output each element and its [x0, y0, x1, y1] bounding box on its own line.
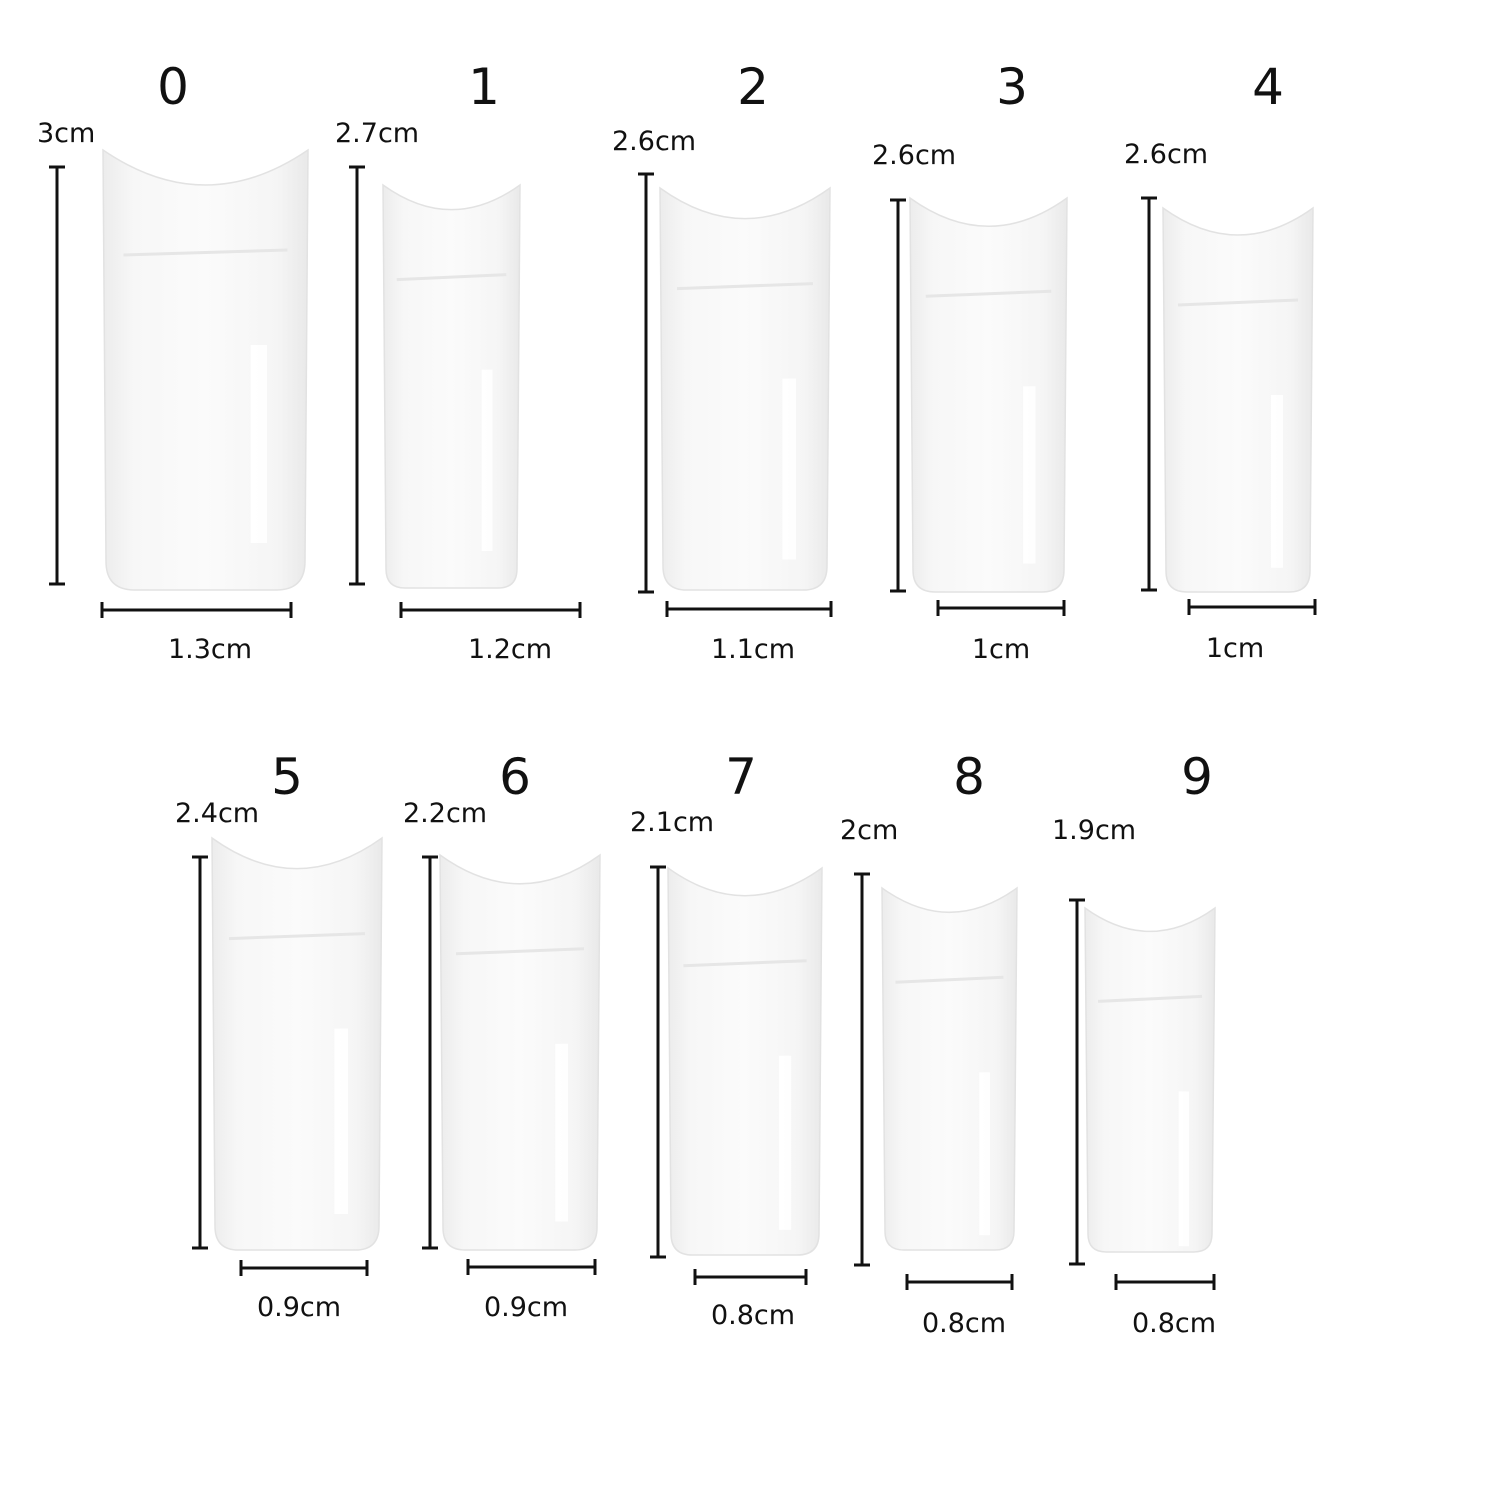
size-number: 4 — [1252, 58, 1284, 116]
size-number: 5 — [271, 748, 303, 806]
nail-highlight — [1023, 386, 1036, 564]
length-label: 2.2cm — [403, 798, 488, 829]
nail-stress-line — [455, 947, 585, 956]
nail-highlight — [555, 1043, 568, 1222]
size-number: 6 — [499, 748, 531, 806]
nail-stress-line — [123, 248, 288, 257]
nail-highlight — [782, 378, 796, 560]
nail-highlight — [1178, 1091, 1189, 1247]
nail-tip-0 — [102, 148, 309, 591]
length-label: 2.6cm — [872, 140, 957, 171]
width-label: 1cm — [1205, 633, 1265, 664]
nail-stress-line — [1097, 994, 1203, 1003]
nail-highlight — [481, 369, 493, 552]
size-number: 0 — [157, 58, 189, 116]
size-number: 7 — [725, 748, 757, 806]
width-label: 1.2cm — [467, 634, 553, 665]
nail-stress-line — [895, 975, 1004, 984]
length-label: 1.9cm — [1052, 815, 1137, 846]
nail-tip-1 — [382, 183, 521, 589]
width-label: 0.9cm — [483, 1292, 569, 1323]
size-number: 9 — [1181, 748, 1213, 806]
length-label: 2.6cm — [612, 126, 697, 157]
width-label: 0.8cm — [921, 1308, 1007, 1339]
nail-tip-3 — [909, 196, 1068, 593]
nail-tip-2 — [659, 186, 831, 591]
length-label: 3cm — [37, 118, 96, 149]
width-label: 0.8cm — [1131, 1308, 1217, 1339]
nail-tip-7 — [667, 866, 823, 1256]
nail-tip-8 — [881, 886, 1018, 1251]
nail-stress-line — [683, 959, 807, 968]
nail-tip-4 — [1162, 206, 1314, 593]
nail-stress-line — [228, 932, 366, 941]
width-label: 0.8cm — [710, 1300, 796, 1331]
length-label: 2.7cm — [335, 118, 420, 149]
length-label: 2.6cm — [1124, 139, 1209, 170]
length-label: 2.4cm — [175, 798, 260, 829]
nail-stress-line — [676, 282, 814, 291]
nail-stress-line — [396, 273, 507, 282]
nail-highlight — [1271, 395, 1283, 568]
width-label: 1cm — [971, 634, 1031, 665]
width-label: 1.3cm — [167, 634, 253, 665]
nail-tip-9 — [1084, 906, 1216, 1253]
nail-highlight — [334, 1028, 348, 1214]
nail-tip-5 — [211, 836, 383, 1251]
size-number: 8 — [953, 748, 985, 806]
length-label: 2cm — [840, 815, 899, 846]
nail-highlight — [250, 345, 267, 543]
nail-highlight — [979, 1072, 990, 1236]
length-label: 2.1cm — [630, 807, 715, 838]
nail-tip-6 — [439, 853, 601, 1251]
nail-stress-line — [925, 289, 1052, 298]
size-number: 1 — [468, 58, 500, 116]
width-label: 0.9cm — [256, 1292, 342, 1323]
width-label: 1.1cm — [710, 634, 796, 665]
size-number: 2 — [737, 58, 769, 116]
size-number: 3 — [996, 58, 1028, 116]
nail-stress-line — [1177, 298, 1299, 307]
nail-highlight — [778, 1055, 792, 1230]
